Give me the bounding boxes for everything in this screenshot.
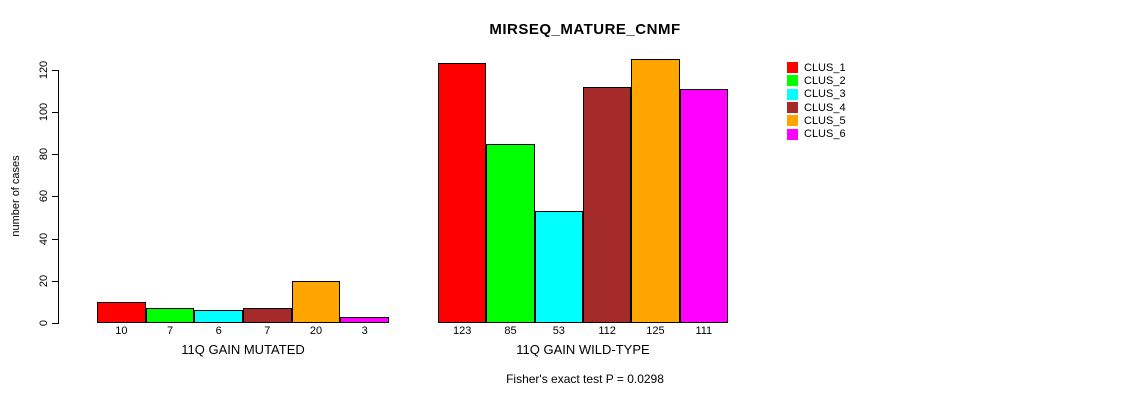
- bar: [243, 308, 292, 323]
- y-tick-label: 60: [38, 190, 50, 203]
- legend-item: CLUS_5: [787, 114, 846, 127]
- y-tick: [52, 111, 59, 113]
- legend-item: CLUS_4: [787, 101, 846, 114]
- y-tick-label: 0: [38, 319, 50, 327]
- bar-value-label: 6: [215, 324, 222, 337]
- bar-value-label: 10: [115, 324, 128, 337]
- bar: [534, 211, 583, 323]
- y-tick: [52, 238, 59, 240]
- bar-group: 123 85 53 112 125 111 11Q GAIN WILD-TYPE: [438, 55, 728, 357]
- legend-label: CLUS_1: [804, 61, 846, 74]
- bar: [97, 301, 146, 323]
- legend-swatch: [787, 88, 798, 100]
- bar: [340, 316, 390, 323]
- bar: [486, 143, 535, 323]
- bar-labels-row: 10 7 6 7 20 3: [97, 323, 389, 338]
- bar-value-label: 53: [552, 324, 565, 337]
- legend: CLUS_1 CLUS_2 CLUS_3 CLUS_4 CLUS_5 CLUS_6: [787, 61, 846, 141]
- bar: [631, 59, 680, 323]
- legend-swatch: [787, 75, 798, 87]
- chart-title: MIRSEQ_MATURE_CNMF: [489, 21, 681, 38]
- legend-label: CLUS_3: [804, 88, 846, 101]
- y-tick: [52, 280, 59, 282]
- bar-value-label: 112: [598, 324, 616, 337]
- y-tick: [52, 154, 59, 156]
- legend-swatch: [787, 102, 798, 114]
- bar: [291, 280, 341, 323]
- bar-value-label: 7: [264, 324, 271, 337]
- y-tick-label: 20: [38, 274, 50, 287]
- annotation-fishers-test: Fisher's exact test P = 0.0298: [506, 372, 664, 386]
- y-tick: [52, 323, 59, 324]
- bar-value-label: 7: [166, 324, 174, 337]
- bar: [679, 88, 728, 323]
- group-label: 11Q GAIN WILD-TYPE: [516, 342, 650, 357]
- bar-value-label: 3: [361, 324, 368, 337]
- y-tick-label: 120: [38, 60, 50, 79]
- legend-item: CLUS_2: [787, 74, 846, 87]
- y-tick-label: 40: [38, 232, 50, 245]
- y-tick: [52, 196, 59, 198]
- group-label: 11Q GAIN MUTATED: [181, 342, 305, 357]
- y-axis-label: number of cases: [10, 155, 22, 237]
- bar-labels-row: 123 85 53 112 125 111: [438, 323, 728, 338]
- bar: [145, 308, 195, 323]
- bar-value-label: 125: [646, 324, 665, 337]
- bars-row: [97, 55, 390, 323]
- bar-value-label: 111: [695, 324, 713, 337]
- y-tick-label: 80: [38, 148, 50, 161]
- legend-swatch: [787, 128, 798, 140]
- legend-label: CLUS_6: [804, 128, 846, 141]
- legend-item: CLUS_6: [787, 127, 846, 140]
- legend-label: CLUS_2: [804, 74, 846, 87]
- legend-item: CLUS_3: [787, 88, 846, 101]
- bar: [194, 310, 244, 323]
- legend-label: CLUS_5: [804, 114, 846, 127]
- bar: [438, 63, 487, 323]
- legend-label: CLUS_4: [804, 101, 846, 114]
- y-tick-label: 100: [38, 102, 50, 122]
- bar-value-label: 85: [504, 324, 517, 337]
- legend-item: CLUS_1: [787, 61, 846, 74]
- legend-swatch: [787, 62, 798, 74]
- bar-value-label: 20: [309, 324, 323, 337]
- bars-row: [438, 55, 728, 323]
- bar-group: 10 7 6 7 20 3 11Q GAIN MUTATED: [97, 55, 390, 357]
- bar-value-label: 123: [452, 324, 472, 337]
- y-tick: [52, 69, 59, 71]
- bar: [582, 86, 632, 323]
- legend-swatch: [787, 115, 798, 127]
